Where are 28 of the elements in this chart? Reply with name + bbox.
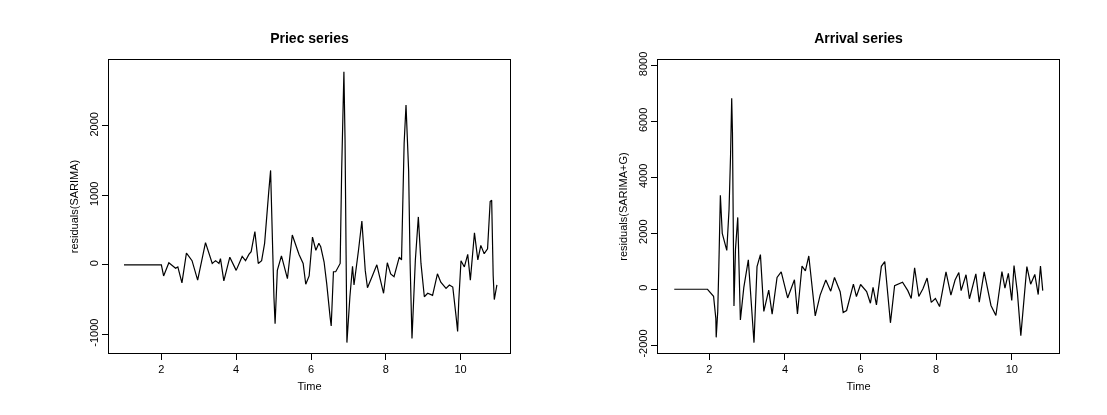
line-series [123,71,498,344]
x-tick-label: 10 [1005,363,1018,376]
x-tick-label: 2 [706,363,713,376]
x-tick-label: 2 [158,363,165,376]
line-series [673,97,1044,344]
y-tick-label: 4000 [636,163,649,189]
x-tick-label: 4 [233,363,240,376]
y-tick-label: 0 [87,260,100,267]
x-tick-label: 6 [307,363,315,376]
x-tick-label: 8 [382,363,389,376]
x-tick-label: 10 [454,363,467,376]
y-axis-title: residuals(SARIMA+G) [617,152,630,261]
y-tick-label: -2000 [636,329,649,358]
x-tick-label: 4 [781,363,789,376]
y-axis-title: residuals(SARIMA) [68,159,81,254]
y-tick-label: 6000 [636,107,649,133]
chart-title: Priec series [270,29,350,46]
x-tick-label: 8 [933,363,940,376]
chart-title: Arrival series [814,29,904,46]
y-tick-label: 0 [636,284,649,291]
x-axis-title: Time [846,380,871,393]
y-tick-label: 2000 [636,219,649,244]
y-tick-label: 8000 [636,51,649,77]
x-tick-label: 6 [857,363,864,376]
y-tick-label: 1000 [87,181,100,206]
y-tick-label: 2000 [87,112,100,137]
y-tick-label: -1000 [87,318,100,347]
x-axis-title: Time [297,380,322,393]
